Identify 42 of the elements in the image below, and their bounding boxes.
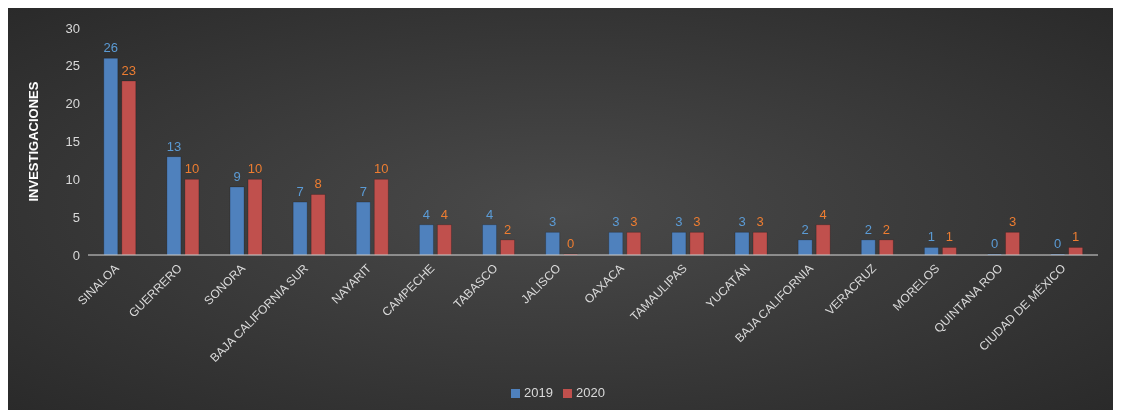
- data-label: 3: [612, 214, 620, 230]
- y-tick-label: 15: [65, 134, 80, 150]
- data-label: 23: [121, 62, 137, 78]
- data-label: 4: [422, 206, 431, 222]
- y-tick-label: 5: [72, 209, 80, 225]
- data-label: 9: [233, 168, 241, 184]
- data-label: 3: [738, 214, 746, 230]
- data-label: 0: [990, 236, 999, 251]
- legend-label: 2020: [576, 385, 605, 400]
- data-label: 1: [945, 229, 954, 245]
- data-label: 3: [693, 214, 701, 230]
- data-label: 0: [567, 236, 575, 251]
- data-label: 2: [801, 221, 809, 237]
- data-label: 10: [374, 161, 389, 177]
- data-label: 2: [503, 221, 512, 237]
- data-label: 7: [359, 184, 367, 200]
- y-axis-title: INVESTIGACIONES: [25, 81, 41, 202]
- data-label: 3: [1008, 214, 1017, 230]
- data-label: 13: [166, 138, 182, 154]
- y-tick-label: 25: [65, 58, 80, 74]
- data-label: 8: [314, 176, 322, 192]
- data-label: 4: [440, 206, 449, 222]
- data-label: 10: [184, 161, 200, 177]
- data-label: 1: [1072, 229, 1080, 245]
- data-label: 4: [819, 206, 827, 222]
- data-label: 26: [103, 40, 119, 56]
- data-label: 3: [630, 214, 638, 230]
- y-tick-label: 0: [72, 247, 80, 263]
- data-label: 3: [675, 214, 683, 230]
- y-tick-label: 10: [65, 171, 80, 187]
- data-label: 0: [1054, 236, 1062, 251]
- data-label: 3: [549, 214, 557, 230]
- legend-label: 2019: [524, 385, 553, 400]
- data-label: 3: [756, 214, 764, 230]
- y-tick-label: 20: [65, 96, 80, 112]
- data-label: 10: [247, 161, 263, 177]
- y-tick-label: 30: [65, 20, 80, 36]
- data-label: 7: [296, 184, 304, 200]
- data-label: 2: [882, 221, 890, 237]
- data-label: 2: [864, 221, 872, 237]
- data-label: 4: [485, 206, 494, 222]
- data-label: 1: [927, 229, 936, 245]
